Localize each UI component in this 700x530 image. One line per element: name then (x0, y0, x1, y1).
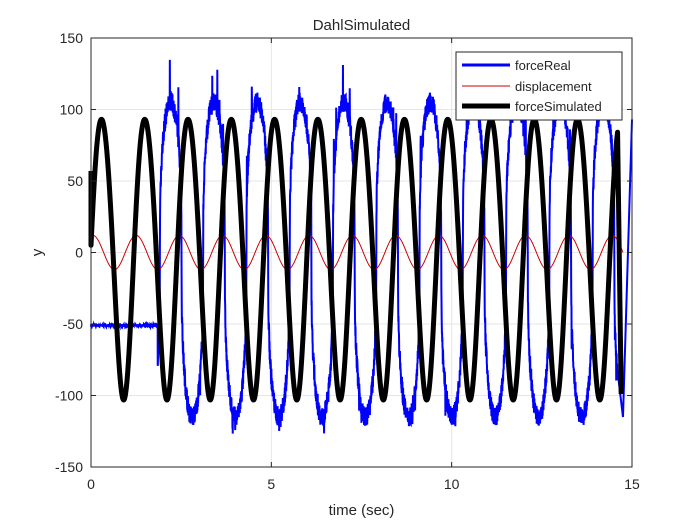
y-tick-label: 50 (67, 173, 83, 189)
y-tick-label: 0 (75, 245, 83, 261)
x-tick-label: 10 (444, 476, 460, 492)
x-tick-label: 15 (624, 476, 640, 492)
x-axis-label: time (sec) (329, 502, 395, 519)
legend-label-displacement: displacement (515, 79, 592, 94)
y-tick-label: -50 (63, 316, 83, 332)
series-displacement-line (92, 234, 624, 271)
x-tick-label: 0 (87, 476, 95, 492)
series-layer (88, 59, 633, 434)
y-tick-label: -100 (55, 388, 83, 404)
legend: forceReal displacement forceSimulated (455, 51, 623, 121)
legend-label-forceReal: forceReal (515, 58, 571, 73)
y-tick-label: 100 (60, 102, 84, 118)
series-forceSimulated-line (88, 116, 624, 403)
y-axis-label: y (29, 248, 46, 256)
y-tick-label: 150 (60, 30, 84, 46)
axis-ticks: 0 5 10 15 -150 -100 -50 0 50 100 150 (55, 30, 640, 492)
y-tick-label: -150 (55, 459, 83, 475)
x-tick-label: 5 (267, 476, 275, 492)
chart-title: DahlSimulated (313, 17, 411, 34)
legend-label-forceSimulated: forceSimulated (515, 99, 602, 114)
